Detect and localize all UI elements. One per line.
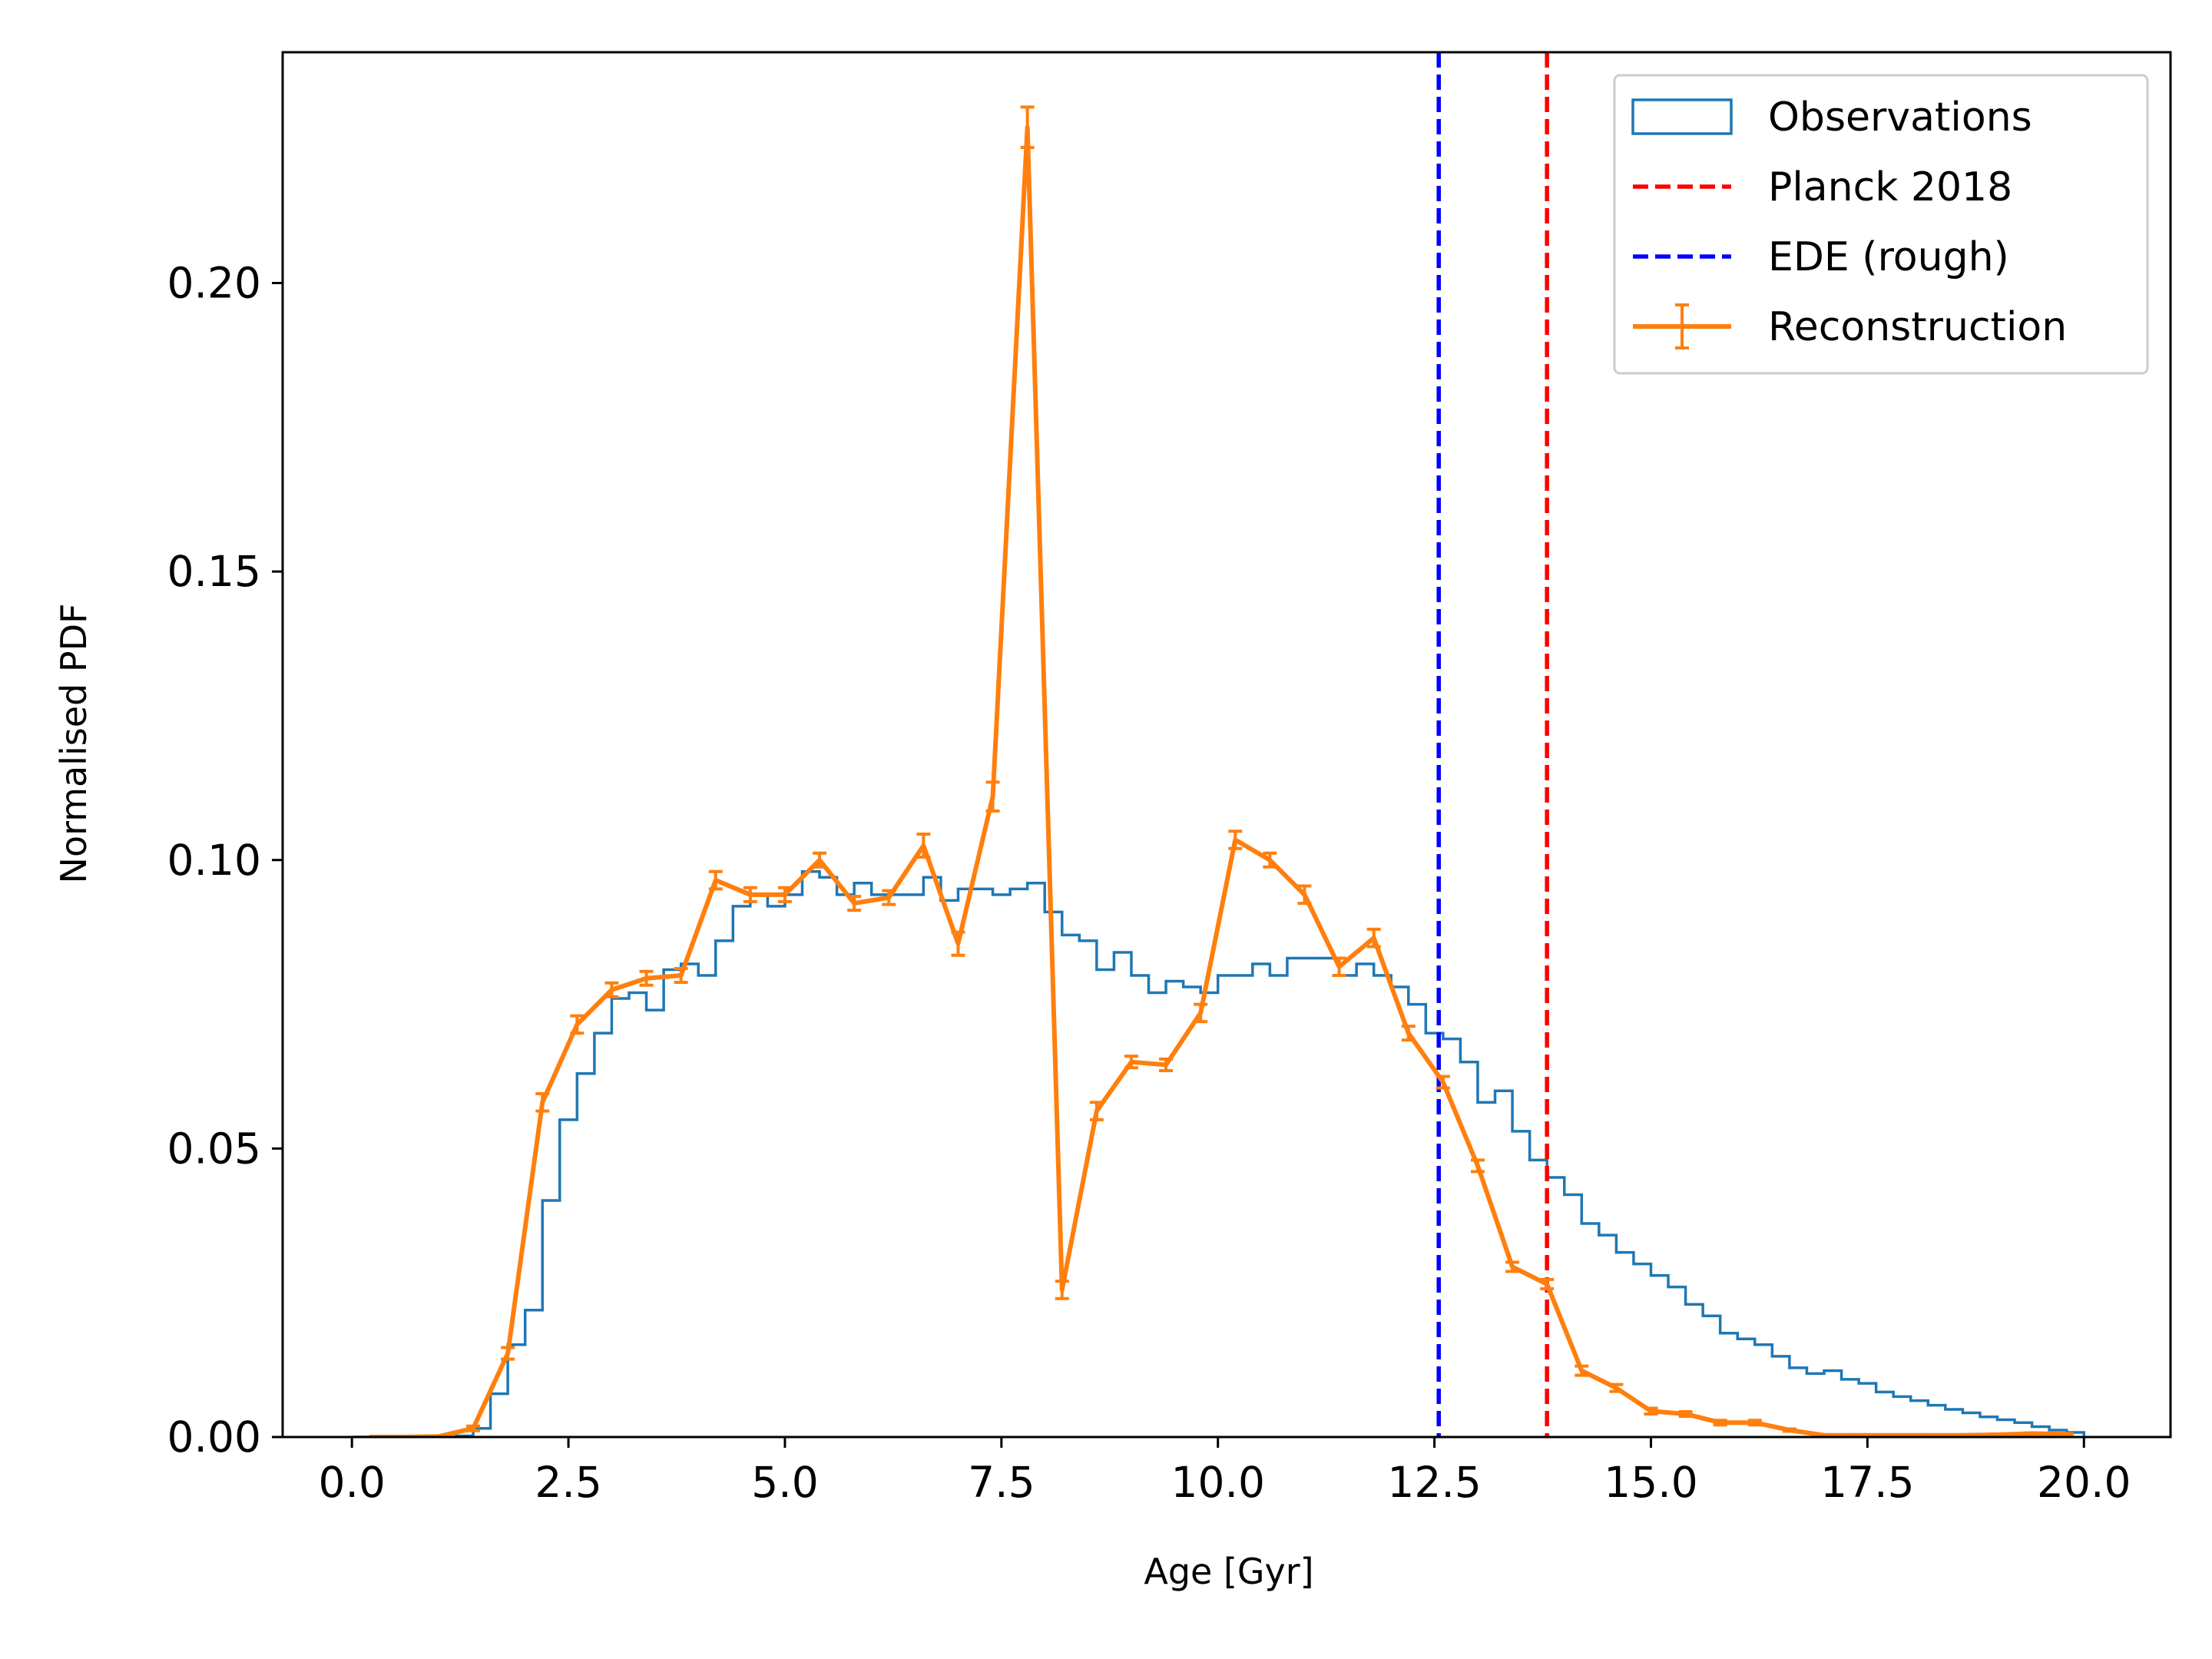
reconstruction-errorbar xyxy=(674,966,688,985)
x-tick-label: 2.5 xyxy=(535,1458,601,1507)
y-tick-label: 0.00 xyxy=(167,1412,261,1462)
reconstruction-errorbar xyxy=(1159,1057,1174,1072)
reconstruction-errorbar xyxy=(1955,1432,1970,1437)
x-tick-label: 7.5 xyxy=(968,1458,1035,1507)
x-tick-label: 0.0 xyxy=(318,1458,385,1507)
legend: Observations Planck 2018 EDE (rough) Recons… xyxy=(1613,74,2149,375)
reconstruction-errorbar xyxy=(951,930,965,957)
reconstruction-errorbar xyxy=(570,1014,584,1035)
reconstruction-errorbar xyxy=(1505,1260,1520,1273)
axes: 0.0 2.5 5.0 7.5 10.0 12.5 15.0 17.5 20.0 0.00 0.05… xyxy=(167,51,2172,1507)
reconstruction-errorbar xyxy=(813,851,827,869)
reconstruction-errorbar xyxy=(1609,1382,1624,1393)
plot-frame xyxy=(281,51,2172,1439)
reconstruction-errorbar xyxy=(777,886,792,903)
reconstruction-errorbar xyxy=(1089,1101,1104,1121)
reconstruction-errorbar xyxy=(1401,1025,1416,1042)
reconstruction-errorbar xyxy=(2059,1432,2074,1436)
reconstruction-errorbar xyxy=(1644,1406,1658,1416)
reconstruction-errorbar xyxy=(2025,1431,2039,1436)
reconstruction-errorbar xyxy=(1366,927,1381,949)
reconstruction-errorbar xyxy=(1747,1419,1762,1427)
reconstruction-errorbar xyxy=(916,832,931,859)
reconstruction-errorbar xyxy=(1470,1158,1485,1174)
reconstruction-errorbar xyxy=(466,1424,481,1432)
y-tick-label: 0.05 xyxy=(167,1124,261,1173)
reconstruction-errorbar xyxy=(1124,1055,1138,1070)
legend-box xyxy=(1613,74,2149,375)
reconstruction-errorbar xyxy=(1816,1432,1831,1437)
reconstruction-errorbar xyxy=(535,1092,550,1113)
reconstruction-errorbar xyxy=(1990,1432,2005,1437)
x-tick-label: 15.0 xyxy=(1604,1458,1697,1507)
reconstruction-errorbar xyxy=(501,1346,515,1361)
x-axis-label: Age [Gyr] xyxy=(1144,1551,1313,1592)
y-axis-label: Normalised PDF xyxy=(53,604,94,884)
reconstruction-errorbar xyxy=(1194,1002,1208,1024)
y-tick-label: 0.15 xyxy=(167,547,261,596)
x-tick-label: 17.5 xyxy=(1820,1458,1914,1507)
reconstruction-errorbar xyxy=(1228,830,1243,850)
reconstruction-errorbar xyxy=(1332,956,1346,977)
reconstruction-errorbar xyxy=(639,969,654,987)
reconstruction-errorbar xyxy=(1263,851,1277,869)
legend-label: Observations xyxy=(1768,94,2032,141)
reconstruction-errorbar xyxy=(1540,1277,1555,1290)
reconstruction-errorbar xyxy=(743,886,757,903)
y-tick-label: 0.20 xyxy=(167,259,261,308)
reconstruction-errorbar xyxy=(1297,884,1312,906)
reconstruction-errorbar xyxy=(1678,1409,1693,1418)
reconstruction-errorbar xyxy=(1055,1280,1069,1300)
reconstruction-errorbar xyxy=(1782,1427,1796,1433)
reconstruction-errorbar xyxy=(985,780,1000,813)
observations-histogram xyxy=(352,870,2085,1437)
legend-label: Reconstruction xyxy=(1768,304,2067,350)
reconstruction-errorbar xyxy=(604,981,619,998)
y-tick-label: 0.10 xyxy=(167,836,261,885)
x-tick-label: 5.0 xyxy=(751,1458,818,1507)
x-tick-label: 20.0 xyxy=(2037,1458,2131,1507)
legend-label: EDE (rough) xyxy=(1768,234,2009,280)
x-tick-label: 10.0 xyxy=(1171,1458,1264,1507)
reconstruction-errorbar xyxy=(1435,1075,1450,1090)
reconstruction-errorbar xyxy=(847,895,862,912)
legend-label: Planck 2018 xyxy=(1768,164,2012,210)
plot-area xyxy=(352,52,2085,1437)
x-tick-label: 12.5 xyxy=(1387,1458,1481,1507)
reconstruction-errorbar xyxy=(882,889,896,906)
legend-observations-swatch xyxy=(1631,98,1733,135)
reconstruction-errorbar xyxy=(1886,1432,1901,1437)
reconstruction-errorbar xyxy=(708,869,723,891)
reconstruction-errorbar xyxy=(1921,1432,1936,1437)
reconstruction-errorbar xyxy=(1020,105,1035,149)
reconstruction-errorbar xyxy=(1575,1364,1589,1377)
reconstruction-errorbar xyxy=(1713,1419,1727,1427)
reconstruction-errorbar xyxy=(1852,1432,1866,1437)
